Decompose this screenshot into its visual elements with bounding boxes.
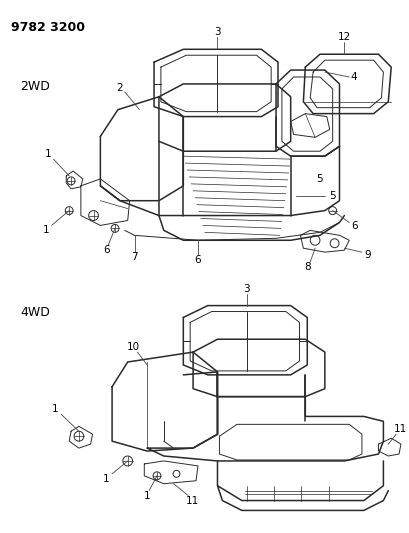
Text: 1: 1 <box>52 405 58 415</box>
Text: 8: 8 <box>303 262 310 272</box>
Text: 6: 6 <box>103 245 109 255</box>
Text: 5: 5 <box>316 174 322 184</box>
Text: 1: 1 <box>42 225 49 236</box>
Text: 3: 3 <box>213 28 220 37</box>
Text: 6: 6 <box>194 255 201 265</box>
Text: 11: 11 <box>392 424 406 434</box>
Text: 1: 1 <box>103 474 109 484</box>
Text: 9: 9 <box>364 250 370 260</box>
Text: 9782 3200: 9782 3200 <box>11 21 84 34</box>
Text: 2: 2 <box>116 83 123 93</box>
Text: 6: 6 <box>350 221 357 231</box>
Text: 11: 11 <box>185 496 198 505</box>
Text: 1: 1 <box>144 490 150 500</box>
Text: 10: 10 <box>127 342 140 352</box>
Text: 12: 12 <box>337 33 350 43</box>
Text: 4: 4 <box>350 72 357 82</box>
Text: 3: 3 <box>243 284 249 294</box>
Text: 2WD: 2WD <box>20 80 50 93</box>
Text: 5: 5 <box>328 191 335 201</box>
Text: 4WD: 4WD <box>20 305 50 319</box>
Text: 7: 7 <box>131 252 137 262</box>
Text: 1: 1 <box>44 149 51 159</box>
